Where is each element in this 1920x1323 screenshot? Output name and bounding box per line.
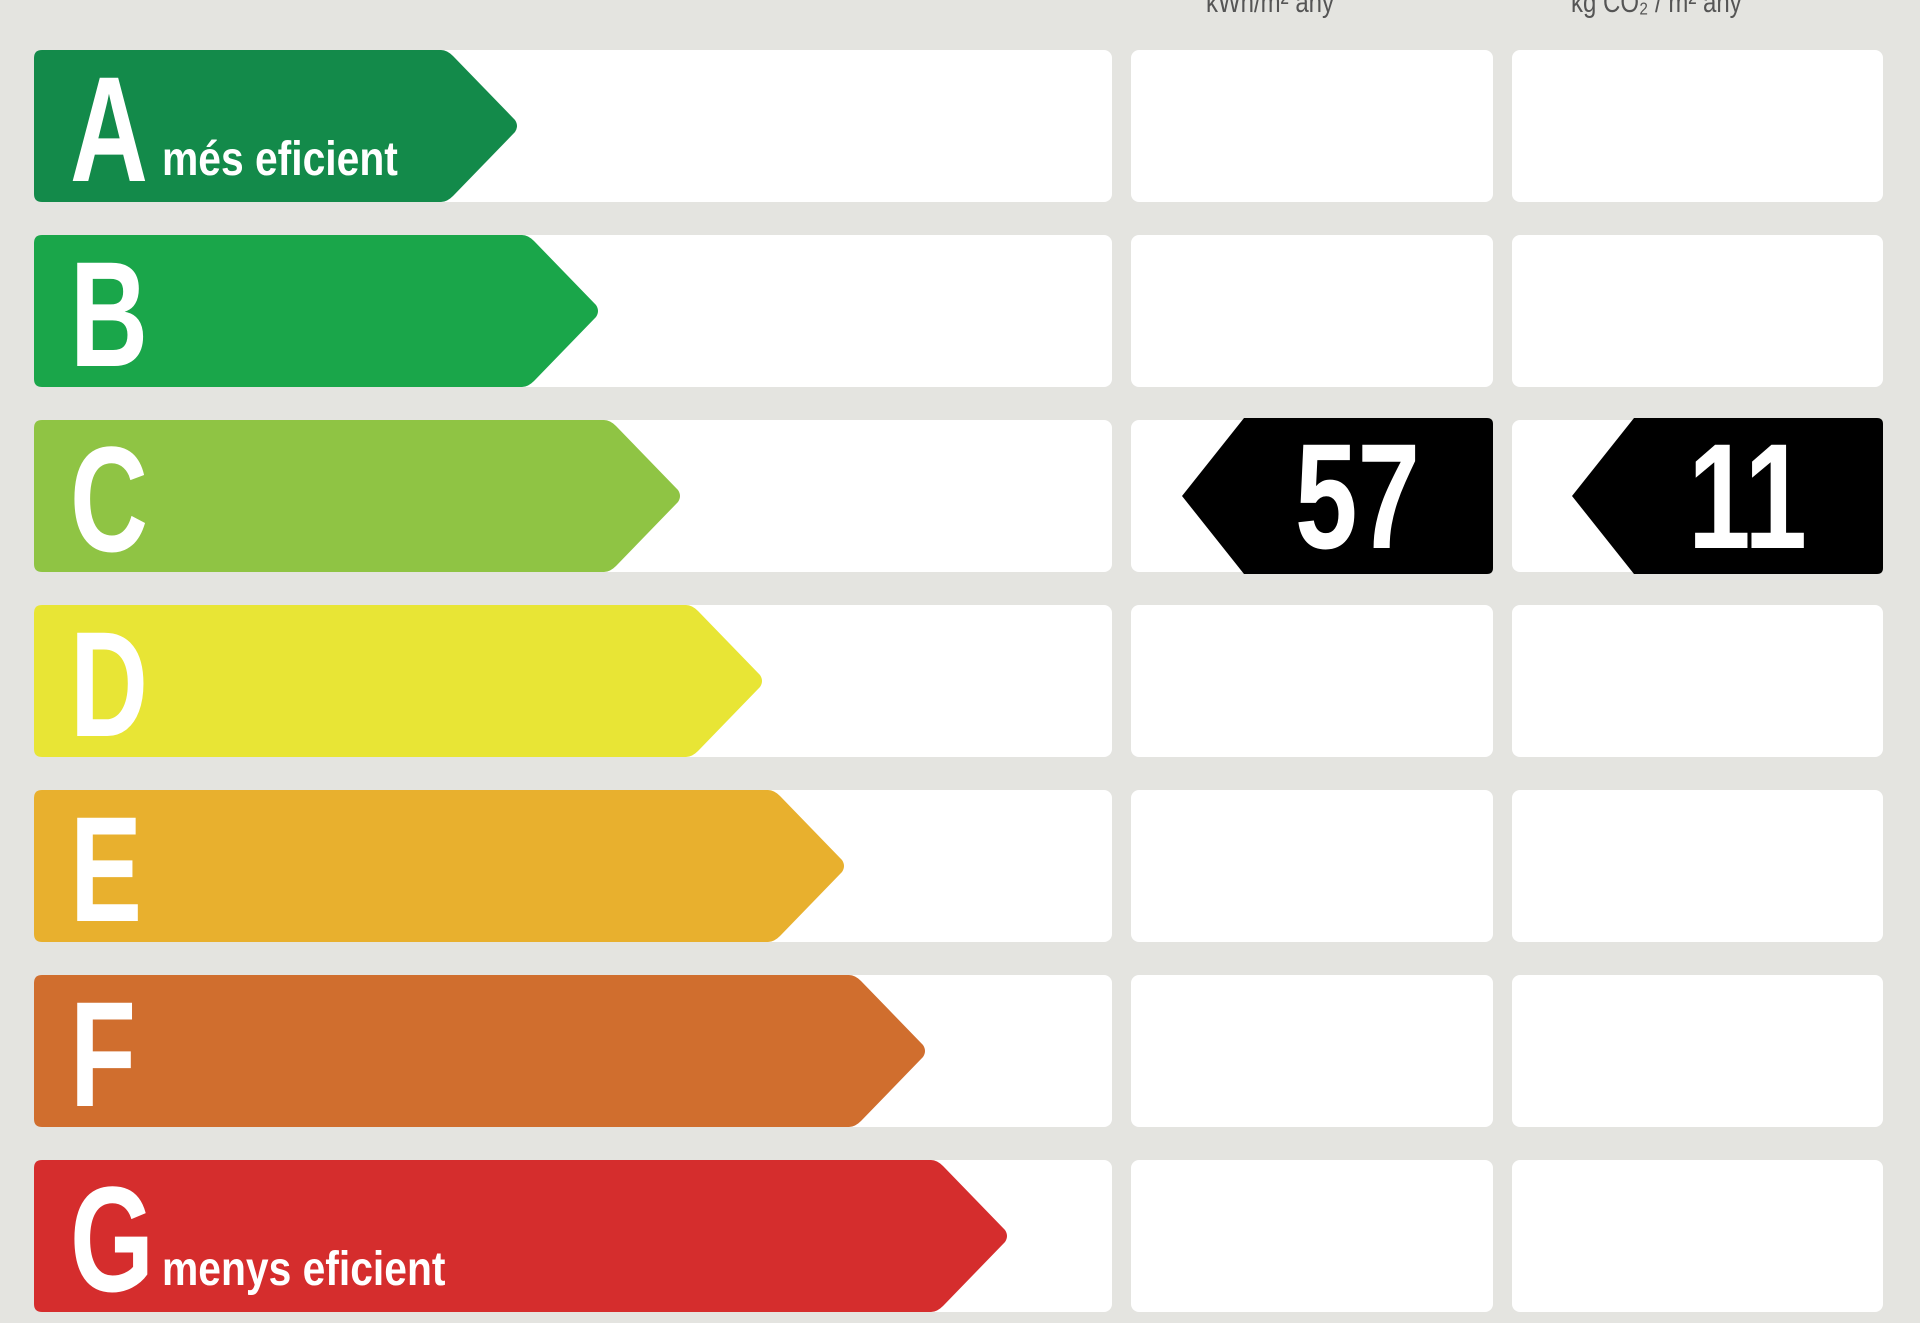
class-arrow: A més eficient bbox=[34, 45, 519, 213]
emissions-cell bbox=[1512, 1160, 1883, 1312]
rating-row-c: C 57 11 bbox=[0, 415, 1920, 583]
emissions-cell bbox=[1512, 790, 1883, 942]
emissions-indicator: 11 bbox=[1572, 418, 1883, 574]
energy-cell bbox=[1131, 790, 1493, 942]
class-letter: E bbox=[70, 785, 143, 953]
class-arrow: C bbox=[34, 415, 682, 583]
rating-row-b: B bbox=[0, 230, 1920, 398]
class-label: més eficient bbox=[162, 133, 398, 186]
emissions-cell bbox=[1512, 50, 1883, 202]
energy-cell bbox=[1131, 605, 1493, 757]
rating-row-d: D bbox=[0, 600, 1920, 768]
class-arrow: G menys eficient bbox=[34, 1155, 1009, 1323]
energy-cell bbox=[1131, 975, 1493, 1127]
energy-cell bbox=[1131, 1160, 1493, 1312]
emissions-cell bbox=[1512, 605, 1883, 757]
class-letter: F bbox=[70, 970, 136, 1138]
class-label: menys eficient bbox=[162, 1243, 446, 1296]
energy-indicator: 57 bbox=[1182, 418, 1493, 574]
class-letter: G bbox=[70, 1155, 155, 1323]
class-letter: C bbox=[70, 415, 148, 583]
emissions-cell bbox=[1512, 975, 1883, 1127]
class-arrow: E bbox=[34, 785, 846, 953]
energy-cell bbox=[1131, 235, 1493, 387]
rating-row-g: G menys eficient bbox=[0, 1155, 1920, 1323]
emissions-unit-header: kg CO₂ / m² any bbox=[1571, 0, 1742, 19]
emissions-value: 11 bbox=[1688, 412, 1807, 580]
rating-row-a: A més eficient bbox=[0, 45, 1920, 213]
rating-row-e: E bbox=[0, 785, 1920, 953]
energy-value: 57 bbox=[1294, 412, 1421, 580]
class-arrow: B bbox=[34, 230, 600, 398]
energy-cell bbox=[1131, 50, 1493, 202]
class-letter: A bbox=[70, 45, 148, 213]
rating-row-f: F bbox=[0, 970, 1920, 1138]
class-arrow: F bbox=[34, 970, 927, 1138]
class-letter: B bbox=[70, 230, 148, 398]
energy-unit-header: kWh/m² any bbox=[1206, 0, 1335, 19]
class-arrow: D bbox=[34, 600, 764, 768]
emissions-cell bbox=[1512, 235, 1883, 387]
class-letter: D bbox=[70, 600, 148, 768]
